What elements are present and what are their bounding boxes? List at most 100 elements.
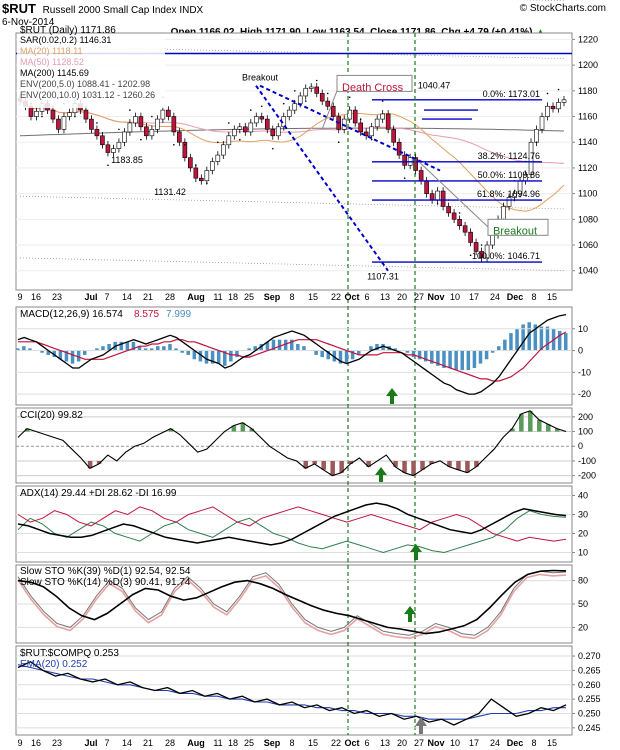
cci-oversold-fill — [321, 460, 326, 470]
price-x-tick-label: Jul — [84, 292, 97, 302]
cci-overbought-fill — [231, 425, 237, 432]
panel-5-axis-tick-label: 0.265 — [578, 665, 601, 675]
cci-oversold-fill — [456, 460, 461, 470]
macd-histogram-bar — [16, 348, 20, 351]
panel-4-axis-tick-label: 20 — [578, 622, 588, 632]
macd-histogram-bar — [290, 339, 294, 351]
bottom-x-tick-label: Jul — [84, 738, 97, 748]
candle-body — [512, 193, 517, 198]
sar-dot — [107, 164, 109, 167]
candle-body — [385, 113, 391, 130]
macd-histogram-bar — [186, 350, 190, 355]
candle-body — [182, 141, 188, 158]
fib-label: 38.2%: 1124.76 — [478, 151, 540, 161]
price-x-tick-label: 8 — [531, 292, 536, 302]
macd-histogram-bar — [430, 350, 434, 364]
bottom-x-tick-label: 18 — [228, 738, 238, 748]
ma20-line — [19, 100, 565, 212]
bottom-x-tick-label: 9 — [17, 738, 22, 748]
panel-5-axis-tick-label: 0.270 — [578, 651, 601, 661]
candle-body — [457, 219, 462, 227]
resistance-trendline — [259, 84, 441, 172]
price-x-tick-label: Nov — [427, 292, 444, 302]
price-x-tick-label: 9 — [17, 292, 22, 302]
candle-body — [56, 118, 61, 130]
macd-histogram-bar — [64, 350, 69, 362]
price-x-tick-label: Sep — [264, 292, 281, 302]
price-x-tick-label: 14 — [122, 292, 132, 302]
macd-legend: MACD(12,26,9) 16.574 — [20, 309, 123, 320]
panel-4-axis-tick-label: 80 — [578, 576, 588, 586]
candle-body — [484, 244, 490, 259]
candle-body — [501, 206, 506, 220]
index-name: Russell 2000 Small Cap Index INDX — [42, 5, 204, 16]
candle-body — [122, 131, 127, 143]
callout-pointer — [419, 162, 489, 228]
down-trendline — [255, 85, 389, 272]
candle-body — [100, 135, 105, 146]
candle-body — [237, 126, 243, 130]
macd-histogram-bar — [564, 333, 568, 351]
candle-body — [462, 225, 468, 233]
price-x-tick-label: 13 — [380, 292, 390, 302]
price-x-tick-label: 20 — [397, 292, 407, 302]
minus-di-line — [17, 506, 567, 542]
bottom-x-tick-label: 28 — [165, 738, 175, 748]
callout-pointer — [321, 90, 338, 130]
macd-histogram-bar — [271, 339, 276, 351]
macd-histogram-bar — [503, 339, 507, 351]
macd-histogram-bar — [497, 346, 501, 351]
sar-dot — [74, 115, 76, 118]
sar-dot — [304, 100, 307, 102]
macd-histogram-bar — [369, 346, 373, 351]
macd-histogram-bar — [277, 339, 282, 351]
candle-body — [292, 103, 298, 111]
macd-histogram-bar — [381, 344, 385, 351]
candle-body — [264, 118, 270, 130]
fib-label: 100.0%: 1046.71 — [472, 251, 540, 261]
candle-body — [539, 116, 545, 130]
macd-legend-signal: 8.575 — [134, 309, 159, 320]
macd-histogram-bar — [131, 341, 136, 351]
candle-body — [325, 100, 331, 107]
price-axis-tick-label: 1100 — [578, 189, 597, 199]
macd-histogram-bar — [466, 350, 471, 371]
cci-oversold-fill — [87, 460, 93, 469]
macd-histogram-bar — [210, 350, 215, 364]
watermark: © StockCharts.com — [519, 3, 606, 14]
macd-histogram-bar — [52, 350, 57, 358]
macd-histogram-bar — [223, 350, 227, 366]
panel-1-axis-tick-label: 0 — [578, 346, 583, 356]
sar-dot — [403, 177, 406, 180]
macd-histogram-bar — [216, 350, 221, 364]
fib-label: 50.0%: 1109.86 — [478, 170, 540, 180]
macd-histogram-bar — [521, 324, 525, 351]
candle-body — [116, 141, 122, 149]
sar-dot — [260, 105, 263, 108]
ma200-line — [19, 127, 565, 137]
macd-histogram-bar — [149, 348, 154, 351]
sar-dot — [228, 122, 230, 124]
price-legend-entry: ENV(200,10.0) 1031.12 - 1260.26 — [20, 90, 155, 100]
bottom-x-tick-label: 6 — [364, 738, 369, 748]
candle-body — [424, 180, 429, 194]
candle-body — [545, 105, 550, 117]
candle-body — [561, 99, 567, 103]
sar-dot — [96, 122, 98, 124]
envelope-line-1 — [19, 195, 565, 210]
candle-body — [275, 126, 281, 137]
candle-body — [105, 144, 111, 153]
price-legend-entry: MA(20) 1118.11 — [20, 46, 83, 56]
cci-overbought-fill — [555, 428, 560, 432]
bottom-x-tick-label: 23 — [52, 738, 62, 748]
candle-body — [468, 231, 473, 243]
candle-body — [94, 129, 100, 137]
sar-dot — [337, 141, 340, 144]
macd-histogram-bar — [533, 324, 538, 351]
sar-dot — [41, 115, 43, 118]
price-legend-bg — [17, 34, 165, 108]
cci-overbought-fill — [537, 419, 542, 432]
candle-body — [391, 129, 396, 143]
candle-body — [232, 129, 237, 137]
candle-body — [166, 109, 171, 117]
